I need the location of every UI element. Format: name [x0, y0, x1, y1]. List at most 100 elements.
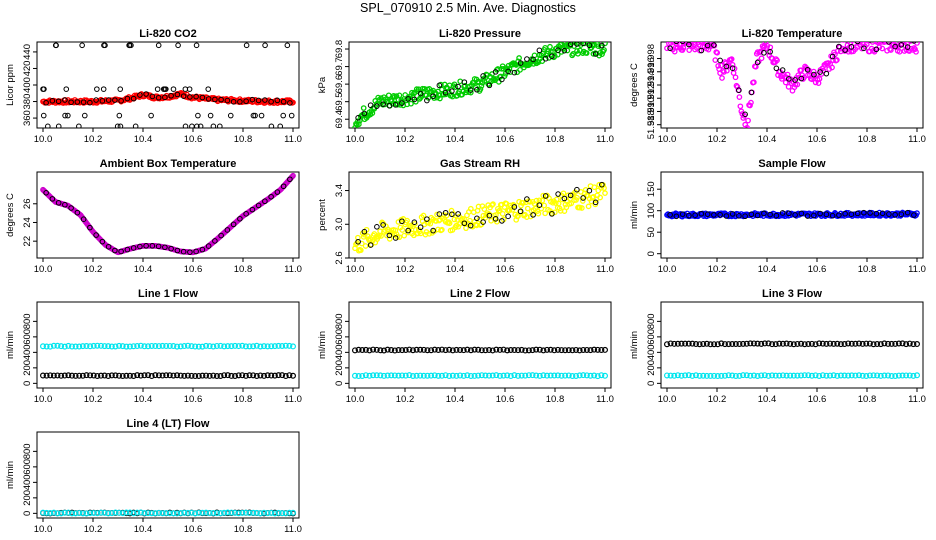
- data-point: [452, 84, 459, 90]
- flow-point: [184, 509, 191, 516]
- flow-point: [707, 341, 714, 348]
- data-point: [794, 81, 801, 88]
- flow-point: [250, 372, 257, 379]
- flow-point: [224, 372, 231, 379]
- data-point: [721, 69, 727, 75]
- sample-point: [287, 100, 293, 106]
- flow-point: [478, 347, 485, 354]
- flow-point: [754, 340, 761, 347]
- sample-point: [474, 86, 480, 93]
- sample-point: [287, 176, 293, 183]
- flow-point: [50, 342, 57, 349]
- data-point: [854, 37, 858, 41]
- flow-point: [195, 509, 202, 516]
- flow-point: [816, 340, 823, 347]
- sample-point: [530, 212, 536, 218]
- sample-point: [836, 212, 842, 218]
- flow-point: [758, 372, 765, 379]
- flow-point: [242, 343, 249, 350]
- flow-point: [264, 372, 271, 379]
- flow-point: [199, 343, 206, 350]
- flow-point: [126, 509, 133, 516]
- data-point: [595, 43, 602, 50]
- flow-point: [188, 372, 195, 379]
- flow-point: [217, 342, 224, 349]
- flow-point: [446, 346, 453, 353]
- flow-point: [877, 372, 884, 379]
- x-tick-label: 11.0: [284, 264, 302, 275]
- sample-point: [549, 211, 555, 217]
- flow-point: [217, 510, 224, 517]
- flow-point: [47, 343, 54, 350]
- sample-point: [255, 97, 262, 104]
- flow-point: [399, 372, 406, 379]
- sample-point: [224, 97, 231, 104]
- panel-title: Li-820 Pressure: [439, 28, 521, 40]
- flow-point: [246, 343, 253, 350]
- sample-point: [62, 201, 68, 208]
- data-point: [463, 225, 469, 232]
- flow-point: [460, 347, 467, 354]
- sample-point: [367, 102, 374, 109]
- flow-point: [743, 340, 750, 347]
- flow-point: [790, 341, 797, 348]
- flow-point: [601, 346, 608, 353]
- flow-point: [794, 340, 801, 347]
- flow-point: [159, 342, 166, 349]
- flow-point: [61, 372, 68, 379]
- flow-point: [224, 343, 231, 350]
- flow-point: [105, 372, 112, 379]
- flow-point: [576, 347, 583, 354]
- flow-point: [235, 343, 242, 350]
- flow-point: [188, 343, 195, 350]
- x-tick-label: 10.6: [808, 264, 827, 275]
- x-tick-label: 10.6: [184, 134, 203, 145]
- flow-point: [246, 372, 253, 379]
- sample-point: [754, 59, 761, 66]
- x-tick-label: 10.8: [858, 264, 877, 275]
- flow-point: [50, 509, 57, 516]
- flow-point: [913, 341, 920, 348]
- flow-point: [834, 340, 841, 347]
- sample-point: [118, 98, 124, 104]
- sample-point: [199, 246, 206, 253]
- figure-title: SPL_070910 2.5 Min. Ave. Diagnostics: [360, 1, 576, 15]
- flow-point: [166, 372, 173, 379]
- flow-point: [515, 347, 522, 354]
- sample-point: [811, 71, 817, 78]
- flow-point: [155, 509, 162, 516]
- y-tick-label: 800: [22, 443, 33, 459]
- sample-point: [143, 91, 149, 97]
- sample-point: [867, 210, 873, 216]
- flow-point: [271, 372, 278, 379]
- outlier-point: [55, 123, 62, 128]
- sample-point: [243, 211, 249, 217]
- sample-point: [829, 53, 836, 60]
- y-tick-label: 800: [334, 313, 345, 329]
- flow-point: [511, 347, 518, 354]
- flow-point: [913, 372, 920, 379]
- flow-point: [583, 372, 590, 379]
- flow-point: [177, 343, 184, 350]
- data-point: [869, 42, 876, 45]
- sample-point: [162, 94, 168, 101]
- outlier-point: [268, 123, 275, 128]
- flow-point: [453, 372, 460, 379]
- data-point: [714, 49, 721, 56]
- x-tick-label: 10.4: [758, 134, 777, 145]
- y-axis-label: Licor ppm: [5, 64, 16, 106]
- data-point: [493, 212, 499, 218]
- flow-point: [449, 347, 456, 354]
- outlier-point: [63, 86, 70, 92]
- flow-point: [486, 372, 493, 379]
- x-tick-label: 10.0: [346, 134, 365, 145]
- flow-point: [428, 347, 435, 354]
- x-tick-label: 10.0: [658, 394, 677, 405]
- flow-point: [155, 343, 162, 350]
- data-point: [360, 105, 367, 111]
- flow-point: [424, 347, 431, 354]
- plot-frame: [348, 171, 612, 259]
- data-points: [664, 209, 920, 220]
- data-point: [666, 42, 672, 47]
- sample-point: [767, 48, 773, 55]
